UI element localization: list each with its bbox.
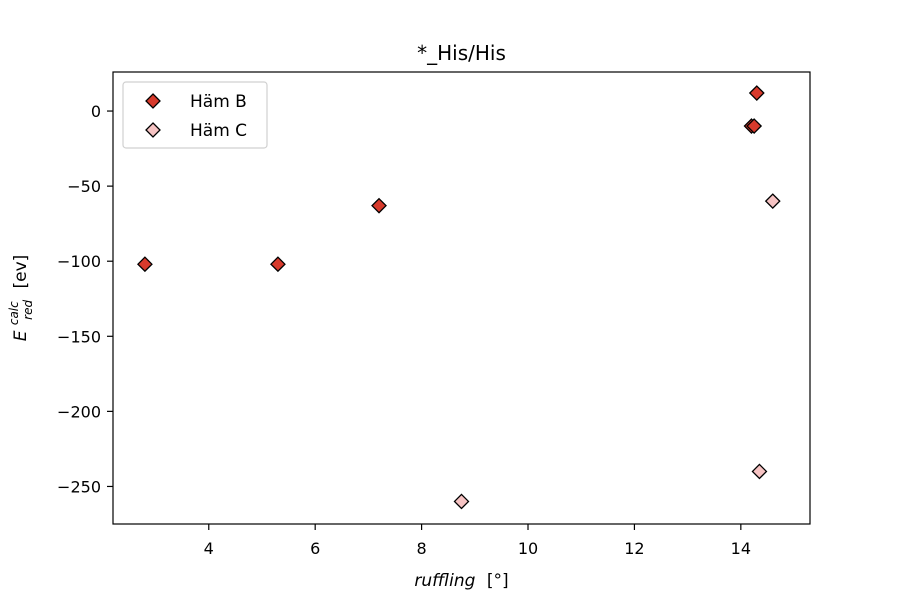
y-axis-title: E calc red [ev] xyxy=(3,255,37,342)
y-axis-unit: [ev] xyxy=(11,255,31,289)
legend-label: Häm B xyxy=(190,92,247,112)
x-tick-label: 14 xyxy=(731,539,751,558)
data-point-series-1 xyxy=(746,118,763,134)
y-axis-label-superscript: calc xyxy=(7,301,21,325)
chart-title: *_His/His xyxy=(417,41,506,65)
x-axis-title: ruffling [°] xyxy=(414,571,508,591)
x-tick-label: 4 xyxy=(204,539,214,558)
x-axis-unit: [°] xyxy=(487,571,509,591)
data-point-series-2 xyxy=(764,193,781,210)
x-tick-label: 12 xyxy=(624,539,644,558)
y-tick-label: −150 xyxy=(57,327,101,346)
y-tick-label: −100 xyxy=(57,252,101,271)
data-point-series-2 xyxy=(751,463,768,480)
x-axis-label: ruffling xyxy=(414,571,475,591)
x-tick-label: 6 xyxy=(310,539,320,558)
data-point-series-1 xyxy=(748,85,765,101)
legend-items: Häm B Häm C xyxy=(145,92,247,141)
legend-marker xyxy=(145,122,161,138)
y-tick-label: −250 xyxy=(57,477,101,496)
data-point-series-1 xyxy=(137,256,153,273)
x-tick-label: 10 xyxy=(518,539,538,558)
data-point-series-1 xyxy=(371,197,387,214)
y-tick-label: −50 xyxy=(67,177,101,196)
data-point-series-1 xyxy=(270,256,286,273)
data-point-series-2 xyxy=(453,493,470,510)
x-axis: 4 6 8 10 12 14 xyxy=(204,524,751,558)
y-axis-label-base: E xyxy=(11,330,31,341)
legend-label: Häm C xyxy=(190,121,247,141)
data-points xyxy=(137,85,781,510)
y-axis: 0 −50 −100 −150 −200 −250 xyxy=(57,102,113,496)
legend: Häm B Häm C xyxy=(122,81,268,149)
y-tick-label: −200 xyxy=(57,402,101,421)
y-axis-label-subscript: red xyxy=(21,300,35,320)
legend-marker xyxy=(145,93,161,109)
y-tick-label: 0 xyxy=(91,102,101,121)
x-tick-label: 8 xyxy=(417,539,427,558)
